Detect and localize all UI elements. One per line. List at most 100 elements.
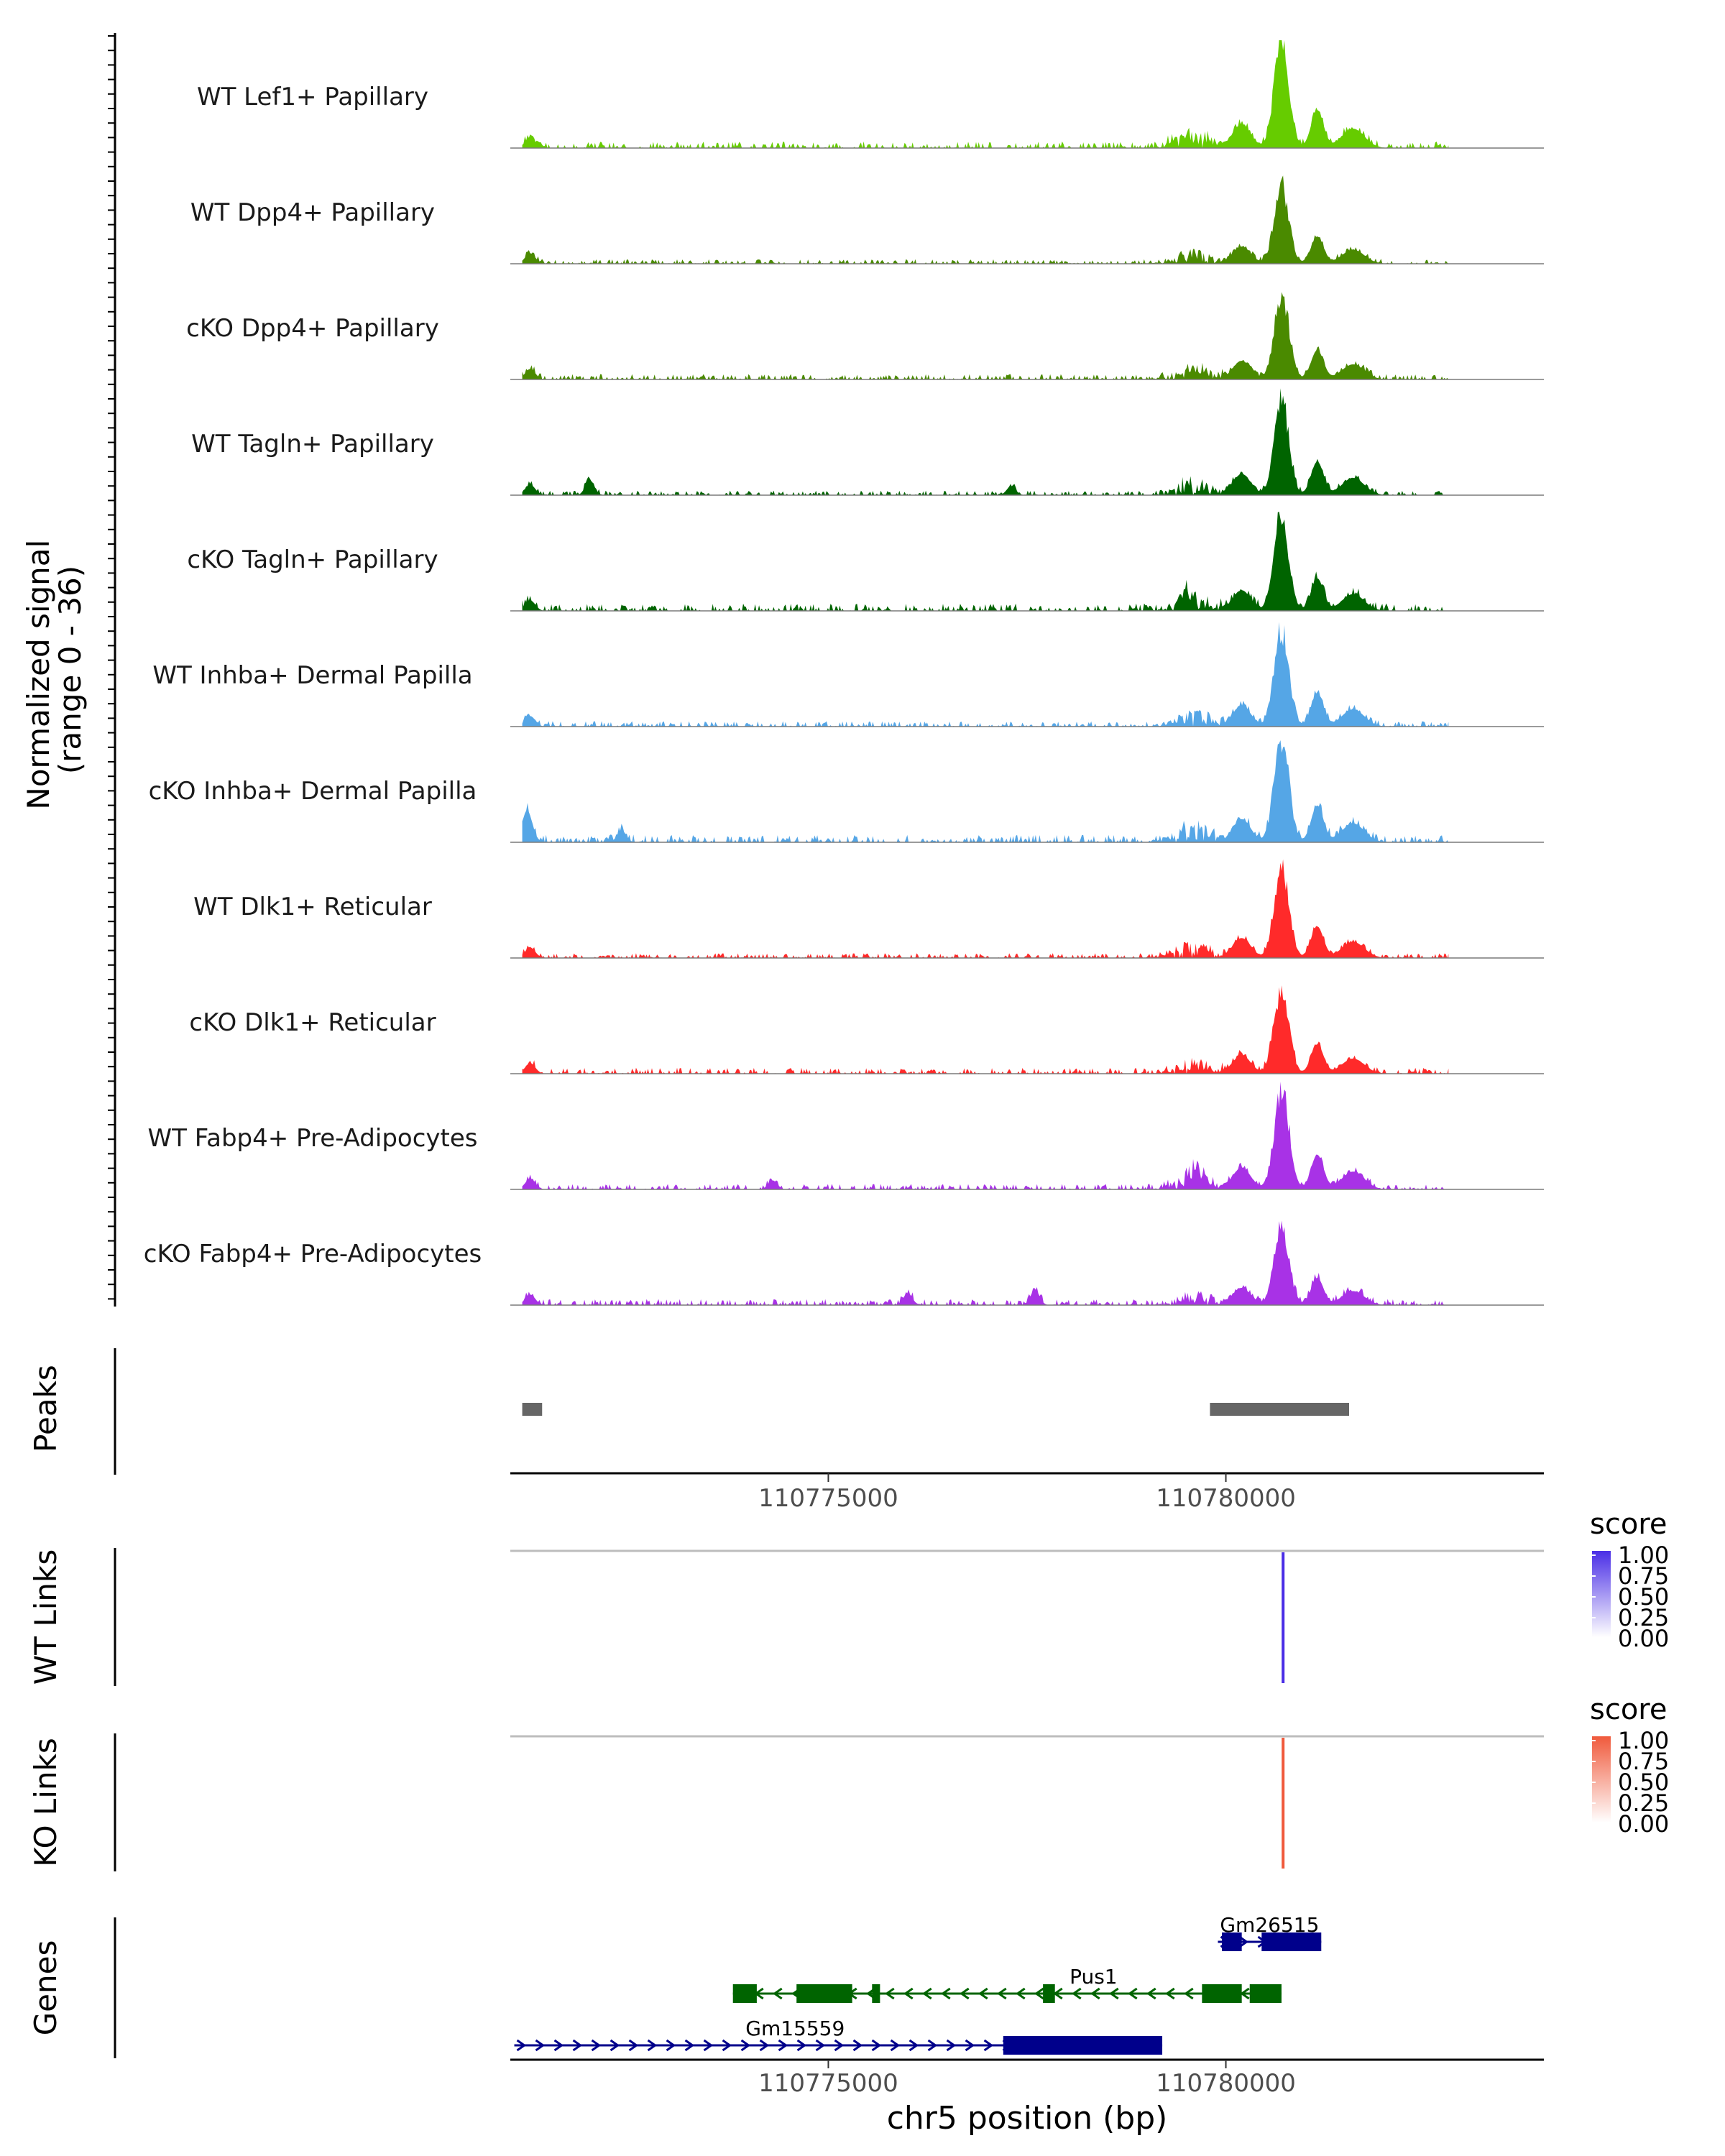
coverage-area <box>522 292 1449 379</box>
gene-exon <box>1043 1984 1055 2003</box>
coverage-panel: Normalized signal (range 0 - 36) WT Lef1… <box>21 33 1544 1307</box>
strand-chevron <box>778 2039 788 2052</box>
track-label: cKO Dlk1+ Reticular <box>189 1008 436 1037</box>
legend-colorbar <box>1592 1551 1611 1637</box>
strand-chevron <box>871 2039 882 2052</box>
coverage-area <box>522 40 1449 148</box>
legend-title: score <box>1590 1693 1667 1726</box>
peak-region <box>522 1403 543 1416</box>
coverage-area <box>522 512 1449 611</box>
strand-chevron <box>1128 1987 1138 2000</box>
strand-chevron <box>890 2039 901 2052</box>
strand-chevron <box>666 2039 676 2052</box>
coverage-track: WT Dlk1+ Reticular <box>193 859 1544 959</box>
track-label: WT Fabp4+ Pre-Adipocytes <box>148 1124 478 1153</box>
gene-model: Gm15559 <box>514 2017 1163 2055</box>
gene-exon <box>1222 1932 1242 1951</box>
coverage-area <box>522 740 1449 842</box>
strand-chevron <box>965 2039 975 2052</box>
x-tick-label: 110780000 <box>1156 2069 1296 2098</box>
gene-exon <box>732 1984 757 2003</box>
links-label: KO Links <box>28 1738 63 1867</box>
strand-chevron <box>978 1987 988 2000</box>
genes-x-ticks: 110775000 110780000 <box>758 2060 1296 2098</box>
peaks-label: Peaks <box>28 1365 63 1452</box>
strand-chevron <box>684 2039 695 2052</box>
legend-tick-label: 0.75 <box>1618 1562 1669 1590</box>
coverage-area <box>522 175 1449 264</box>
strand-chevron <box>1109 1987 1119 2000</box>
links-label: WT Links <box>28 1549 63 1685</box>
legend-tick-label: 1.00 <box>1618 1727 1669 1754</box>
legend-tick-label: 0.75 <box>1618 1748 1669 1775</box>
track-label: cKO Tagln+ Papillary <box>187 545 438 574</box>
strand-chevron <box>903 1987 914 2000</box>
track-label: cKO Fabp4+ Pre-Adipocytes <box>144 1240 482 1268</box>
track-label: cKO Inhba+ Dermal Papilla <box>149 777 477 806</box>
genes-label: Genes <box>28 1940 63 2036</box>
strand-chevron <box>927 2039 938 2052</box>
strand-chevron <box>722 2039 732 2052</box>
coverage-track: cKO Dlk1+ Reticular <box>189 985 1544 1074</box>
x-tick-label: 110780000 <box>1156 1484 1296 1513</box>
gene-exon <box>1003 2036 1163 2055</box>
track-label: WT Inhba+ Dermal Papilla <box>152 661 472 690</box>
strand-chevron <box>1184 1987 1194 2000</box>
legend-tick-label: 1.00 <box>1618 1542 1669 1569</box>
strand-chevron <box>773 1987 783 2000</box>
peak-region <box>1210 1403 1349 1416</box>
strand-chevron <box>852 2039 863 2052</box>
strand-chevron <box>1090 1987 1100 2000</box>
strand-chevron <box>997 1987 1007 2000</box>
strand-chevron <box>960 1987 970 2000</box>
coverage-y-label: Normalized signal (range 0 - 36) <box>21 530 88 809</box>
coverage-track: cKO Dpp4+ Papillary <box>186 292 1544 380</box>
legend-tick-label: 0.50 <box>1618 1583 1669 1611</box>
x-tick-label: 110775000 <box>758 1484 898 1513</box>
strand-chevron <box>1165 1987 1175 2000</box>
legend-tick-label: 0.00 <box>1618 1810 1669 1838</box>
strand-chevron <box>610 2039 620 2052</box>
strand-chevron <box>1053 1987 1063 2000</box>
strand-chevron <box>516 2039 527 2052</box>
gene-exon <box>796 1984 852 2003</box>
strand-chevron <box>628 2039 639 2052</box>
coverage-track: WT Tagln+ Papillary <box>191 388 1544 496</box>
strand-chevron <box>796 2039 807 2052</box>
peaks-panel: Peaks 110775000 110780000 <box>28 1348 1544 1513</box>
track-label: WT Dlk1+ Reticular <box>193 893 432 921</box>
strand-chevron <box>834 2039 845 2052</box>
strand-chevron <box>1072 1987 1082 2000</box>
coverage-area <box>522 388 1449 495</box>
gene-name: Gm15559 <box>745 2017 845 2040</box>
strand-chevron <box>885 1987 895 2000</box>
coverage-area <box>522 985 1449 1074</box>
strand-chevron <box>553 2039 564 2052</box>
track-label: cKO Dpp4+ Papillary <box>186 314 439 343</box>
coverage-area <box>522 1220 1449 1305</box>
coverage-tracks: WT Lef1+ Papillary WT Dpp4+ Papillary cKO … <box>144 40 1544 1306</box>
legend-title: score <box>1590 1508 1667 1541</box>
peaks-x-ticks: 110775000 110780000 <box>758 1473 1296 1513</box>
legend-colorbar <box>1592 1736 1611 1823</box>
gene-models: Gm26515 Pus1 Gm15559 <box>514 1913 1322 2055</box>
strand-chevron <box>815 2039 826 2052</box>
strand-chevron <box>922 1987 932 2000</box>
coverage-track: WT Inhba+ Dermal Papilla <box>152 622 1544 727</box>
strand-chevron <box>1016 1987 1026 2000</box>
gene-model: Pus1 <box>732 1965 1282 2003</box>
strand-chevron <box>1240 1987 1250 2000</box>
strand-chevron <box>572 2039 583 2052</box>
strand-chevron <box>703 2039 714 2052</box>
coverage-track: WT Fabp4+ Pre-Adipocytes <box>148 1082 1544 1190</box>
legend-tick-label: 0.25 <box>1618 1789 1669 1817</box>
genes-panel: Genes Gm26515 Pus1 Gm15559 110775000 110780… <box>28 1913 1544 2137</box>
strand-chevron <box>740 2039 751 2052</box>
strand-chevron <box>647 2039 658 2052</box>
strand-chevron <box>1238 1935 1249 1948</box>
coverage-y-ticks <box>108 35 115 1300</box>
